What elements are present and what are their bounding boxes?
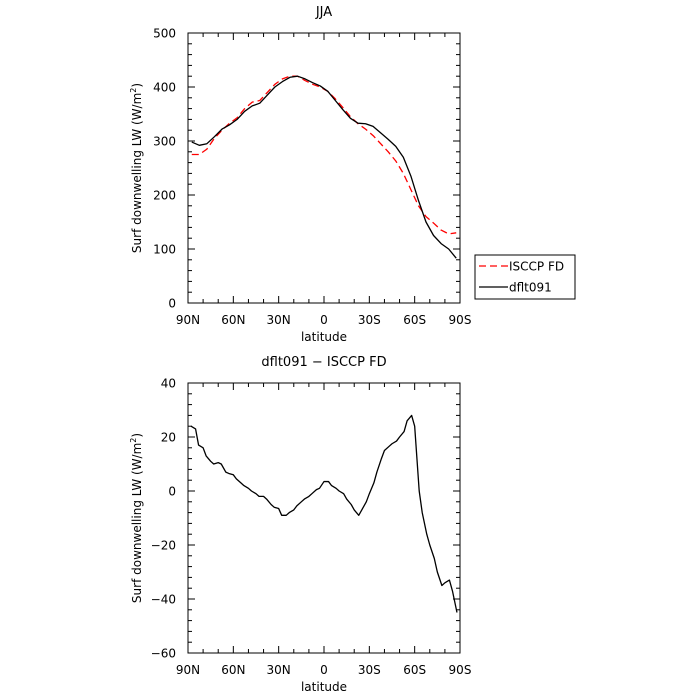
y-axis-label-main: Surf downwelling LW (W/m <box>130 93 144 253</box>
y-axis-label-superscript: 2 <box>129 88 138 93</box>
plot-frame <box>187 382 461 654</box>
y-axis-label-close: ) <box>130 83 144 88</box>
y-tick-label: 20 <box>161 431 176 445</box>
x-axis-label: latitude <box>301 330 347 344</box>
x-tick-label: 0 <box>320 313 328 327</box>
x-tick-label: 60N <box>221 313 245 327</box>
legend-box <box>474 254 576 300</box>
chart-difference: 90N 60N 30N 0 30S 60S 90S −60 −40 −20 0 20 40 dflt091… <box>129 355 471 694</box>
y-axis-label-main: Surf downwelling LW (W/m <box>130 443 144 603</box>
x-tick-label: 90S <box>449 313 472 327</box>
y-tick-label: 0 <box>168 485 176 499</box>
y-axis-label-close: ) <box>130 433 144 438</box>
y-tick-label: 40 <box>161 377 176 391</box>
y-tick-label: −60 <box>151 647 176 661</box>
y-tick-label: 500 <box>153 27 176 41</box>
y-axis-label: Surf downwelling LW (W/m2) <box>129 433 144 603</box>
series-line-dflt091 <box>191 75 457 259</box>
chart-title: dflt091 − ISCCP FD <box>261 355 386 370</box>
y-tick-label: −40 <box>151 593 176 607</box>
x-tick-label: 30S <box>358 663 381 677</box>
chart-jja: 90N 60N 30N 0 30S 60S 90S 0 100 200 300 400 500 JJA la… <box>129 5 471 344</box>
x-axis-label: latitude <box>301 680 347 694</box>
x-tick-label: 90S <box>449 663 472 677</box>
chart-title: JJA <box>315 5 332 20</box>
legend-label-dflt091: dflt091 <box>509 281 552 295</box>
x-tick-label: 90N <box>176 313 200 327</box>
plot-frame <box>187 32 461 304</box>
series-line-isccp-fd <box>191 75 457 235</box>
y-tick-label: 200 <box>153 189 176 203</box>
x-tick-label: 30N <box>267 313 291 327</box>
x-tick-label: 60S <box>403 313 426 327</box>
x-tick-label: 0 <box>320 663 328 677</box>
x-tick-label: 30S <box>358 313 381 327</box>
series-line-difference <box>190 414 458 613</box>
y-axis-label-superscript: 2 <box>129 438 138 443</box>
x-tick-label: 60S <box>403 663 426 677</box>
y-tick-label: 100 <box>153 243 176 257</box>
y-tick-label: 400 <box>153 81 176 95</box>
y-tick-label: 0 <box>168 297 176 311</box>
y-axis-label: Surf downwelling LW (W/m2) <box>129 83 144 253</box>
x-tick-label: 90N <box>176 663 200 677</box>
x-tick-label: 60N <box>221 663 245 677</box>
legend-label-isccp-fd: ISCCP FD <box>509 260 564 274</box>
y-tick-label: −20 <box>151 539 176 553</box>
legend: ISCCP FD dflt091 <box>474 254 576 300</box>
y-tick-label: 300 <box>153 135 176 149</box>
x-tick-label: 30N <box>267 663 291 677</box>
